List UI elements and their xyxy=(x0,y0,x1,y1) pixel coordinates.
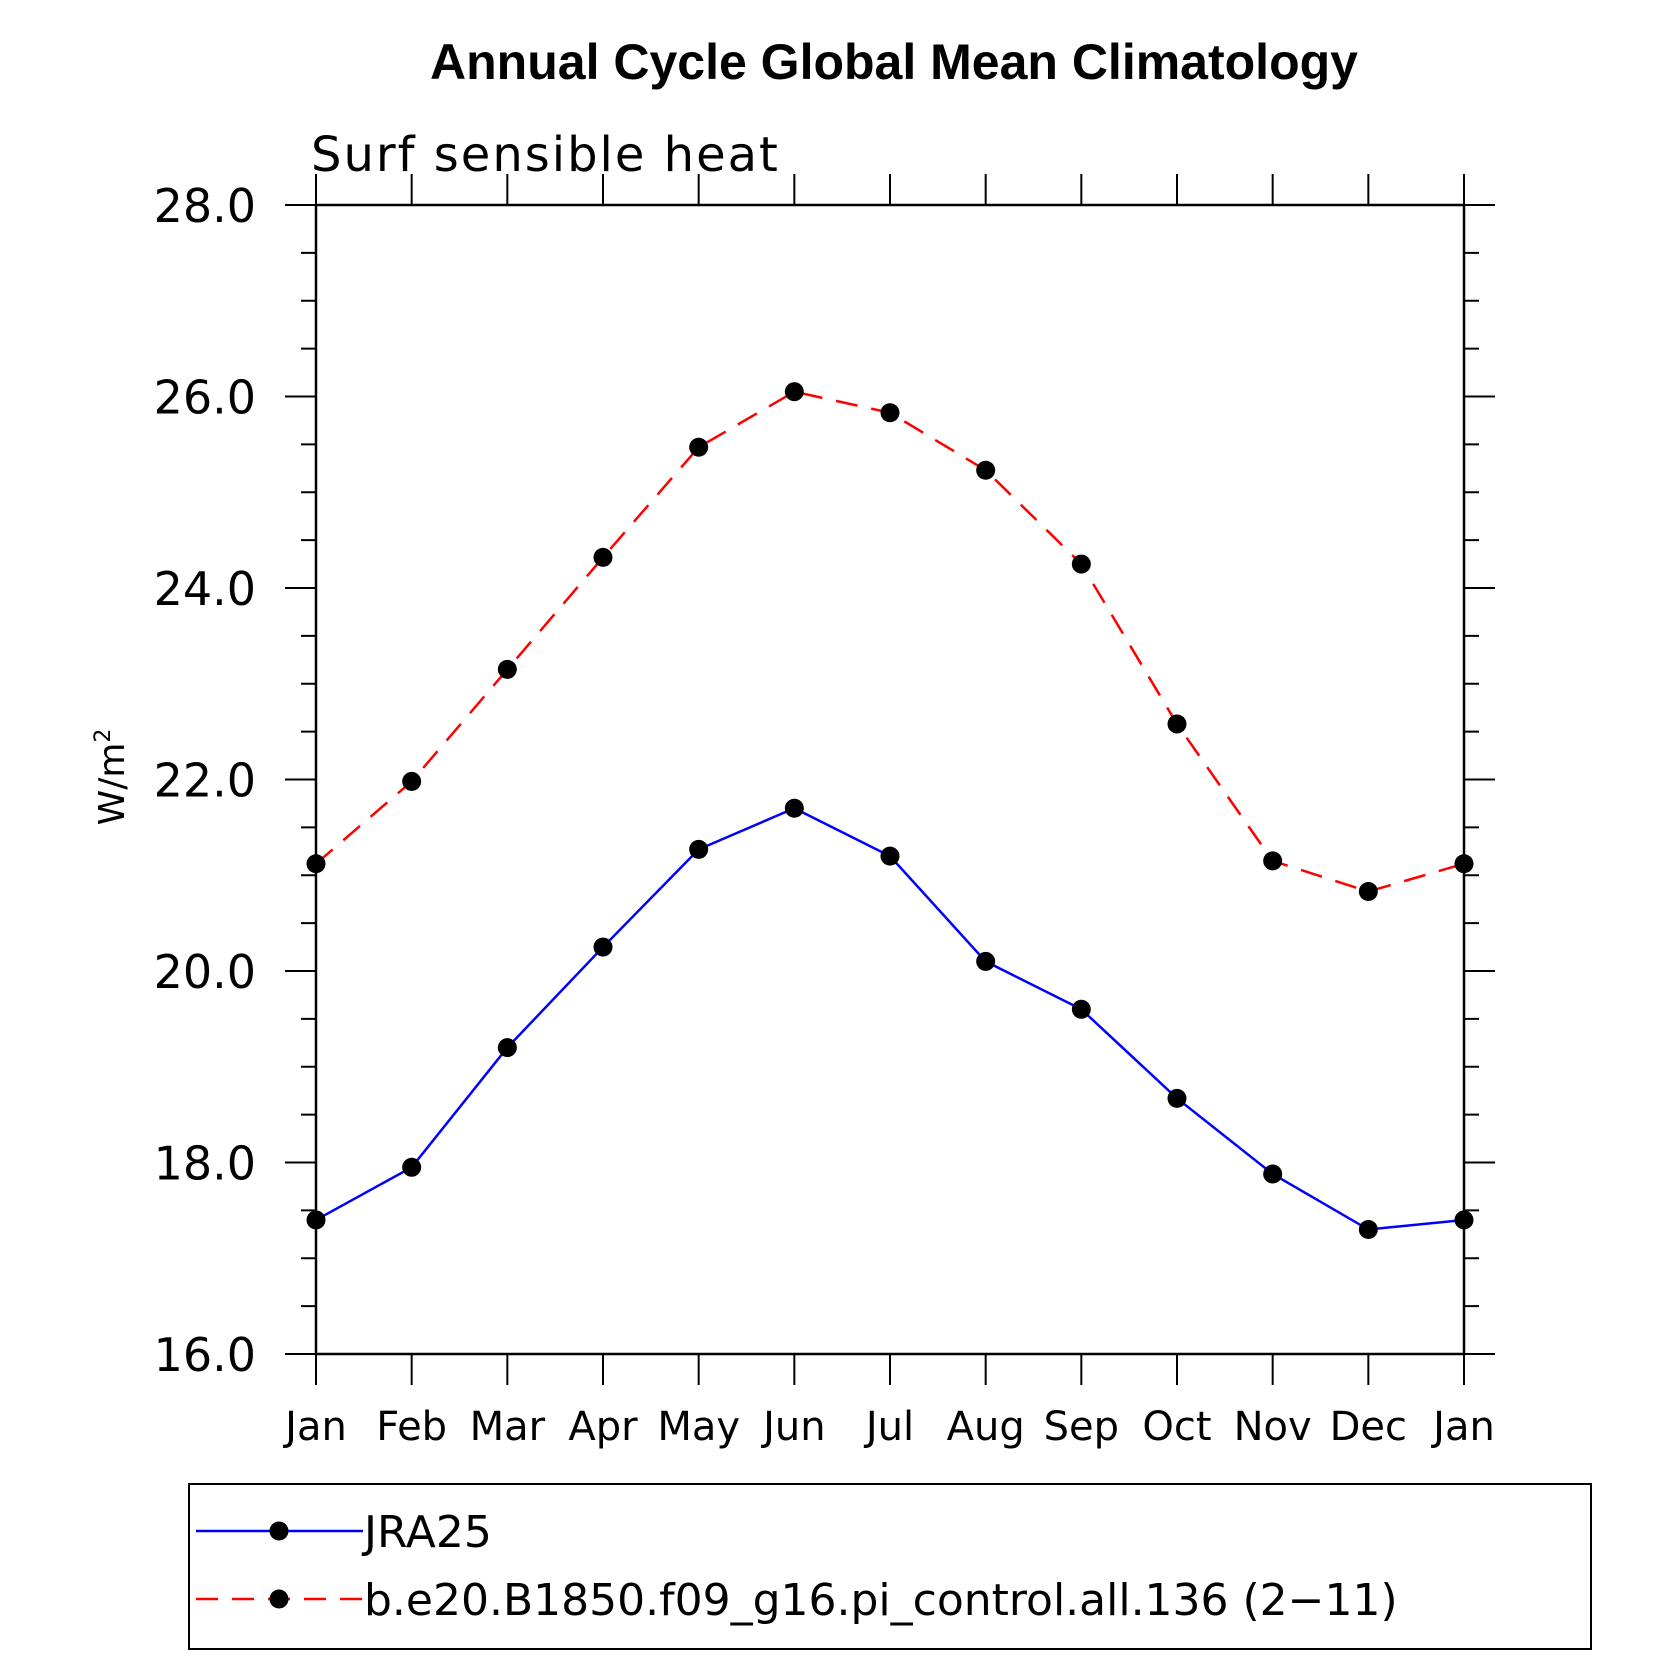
y-tick-label: 26.0 xyxy=(154,371,256,425)
x-tick-label: May xyxy=(657,1404,740,1450)
y-tick-label: 18.0 xyxy=(154,1137,256,1191)
data-point xyxy=(1071,999,1091,1019)
data-point xyxy=(593,937,613,957)
data-point xyxy=(497,1038,517,1058)
data-point xyxy=(1263,851,1283,871)
x-tick-label: Mar xyxy=(470,1404,546,1450)
data-point xyxy=(784,382,804,402)
legend-label-0: JRA25 xyxy=(361,1507,492,1558)
legend: JRA25 b.e20.B1850.f09_g16.pi_control.all.… xyxy=(196,1507,1398,1626)
series-line-1 xyxy=(315,390,1465,893)
data-point xyxy=(402,1157,422,1177)
x-tick-label: Jun xyxy=(760,1404,826,1450)
legend-marker-0 xyxy=(269,1521,289,1541)
chart-title: Annual Cycle Global Mean Climatology xyxy=(430,34,1358,90)
data-point xyxy=(1071,554,1091,574)
data-point xyxy=(1358,882,1378,902)
series-layer xyxy=(306,382,1474,1240)
x-tick-label: Nov xyxy=(1234,1404,1312,1450)
plot-axes: 16.0 18.0 20.0 22.0 24.0 26.0 28.0 Jan Feb Mar Apr… xyxy=(154,174,1495,1450)
data-point xyxy=(306,1210,326,1230)
x-tick-label: Jan xyxy=(282,1404,347,1450)
y-tick-label: 16.0 xyxy=(154,1328,256,1382)
data-point xyxy=(1167,1088,1187,1108)
x-tick-label: Jul xyxy=(863,1404,914,1450)
data-point xyxy=(1263,1164,1283,1184)
data-point xyxy=(593,547,613,567)
y-tick-label: 28.0 xyxy=(154,179,256,233)
data-point xyxy=(880,846,900,866)
data-point xyxy=(1167,714,1187,734)
y-tick-label: 24.0 xyxy=(154,562,256,616)
x-tick-label: Oct xyxy=(1142,1404,1211,1450)
data-point xyxy=(306,854,326,874)
data-point xyxy=(880,403,900,423)
x-tick-label: Apr xyxy=(568,1404,638,1450)
legend-label-1: b.e20.B1850.f09_g16.pi_control.all.136 (… xyxy=(364,1575,1398,1626)
x-tick-label: Dec xyxy=(1330,1404,1407,1450)
data-point xyxy=(689,437,709,457)
data-point xyxy=(784,798,804,818)
data-point xyxy=(976,460,996,480)
chart-subtitle: Surf sensible heat xyxy=(311,127,780,183)
plot-frame xyxy=(314,203,1466,1356)
legend-box xyxy=(188,1483,1592,1650)
x-tick-label: Jan xyxy=(1430,1404,1495,1450)
series-line-0 xyxy=(315,806,1465,1231)
data-point xyxy=(402,771,422,791)
data-point xyxy=(689,839,709,859)
data-point xyxy=(976,951,996,971)
x-tick-label: Aug xyxy=(947,1404,1025,1450)
data-point xyxy=(1454,854,1474,874)
y-axis-label-superscript: 2 xyxy=(91,729,116,743)
data-point xyxy=(497,659,517,679)
legend-marker-1 xyxy=(269,1589,289,1609)
y-axis-label-text: W/m xyxy=(92,743,133,826)
x-tick-label: Sep xyxy=(1044,1404,1119,1450)
y-axis-label: W/m2 xyxy=(91,729,133,826)
x-tick-label: Feb xyxy=(376,1404,447,1450)
data-point xyxy=(1454,1210,1474,1230)
y-tick-label: 22.0 xyxy=(154,754,256,808)
y-tick-label: 20.0 xyxy=(154,945,256,999)
data-point xyxy=(1358,1220,1378,1240)
